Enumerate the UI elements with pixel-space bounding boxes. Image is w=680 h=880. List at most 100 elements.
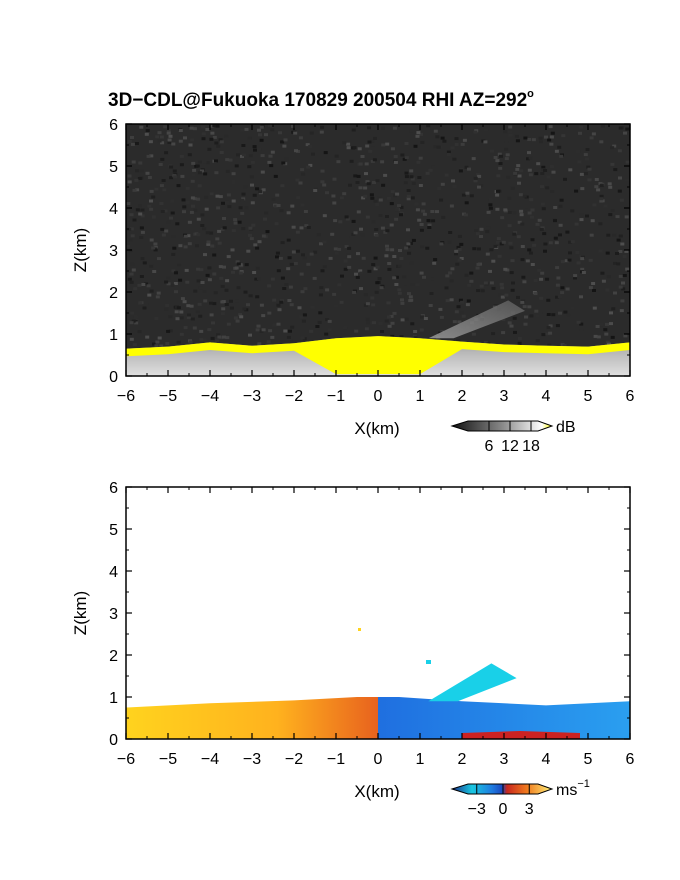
noise-pixel	[545, 332, 550, 336]
noise-pixel	[397, 288, 402, 292]
noise-pixel	[423, 317, 428, 320]
noise-pixel	[352, 290, 357, 294]
noise-pixel	[457, 258, 462, 262]
noise-pixel	[238, 206, 243, 210]
noise-pixel	[438, 307, 443, 311]
noise-pixel	[527, 168, 532, 172]
noise-pixel	[200, 224, 205, 227]
noise-pixel	[466, 299, 471, 303]
noise-pixel	[328, 256, 333, 260]
noise-pixel	[214, 141, 219, 145]
noise-pixel	[496, 189, 500, 193]
noise-pixel	[385, 229, 390, 233]
x-axis-label-velocity: X(km)	[354, 782, 399, 801]
noise-pixel	[145, 335, 150, 339]
noise-pixel	[306, 165, 311, 169]
noise-pixel	[431, 219, 436, 223]
noise-pixel	[225, 336, 230, 340]
noise-pixel	[577, 160, 582, 164]
noise-pixel	[530, 208, 535, 212]
noise-pixel	[278, 131, 282, 135]
y-tick-label: 4	[109, 201, 118, 218]
noise-pixel	[166, 129, 171, 133]
noise-pixel	[500, 216, 505, 220]
noise-pixel	[499, 282, 504, 286]
noise-pixel	[498, 162, 503, 165]
noise-pixel	[206, 240, 211, 244]
noise-pixel	[169, 176, 174, 180]
noise-pixel	[540, 202, 545, 206]
noise-pixel	[591, 132, 596, 136]
noise-pixel	[216, 206, 221, 210]
noise-pixel	[265, 230, 270, 234]
noise-pixel	[299, 315, 304, 319]
noise-pixel	[409, 298, 414, 302]
noise-pixel	[322, 214, 327, 218]
noise-pixel	[280, 140, 285, 144]
noise-pixel	[587, 167, 592, 171]
colorbar-tick-label: 18	[522, 438, 540, 455]
noise-pixel	[343, 259, 348, 263]
noise-pixel	[473, 130, 478, 134]
noise-pixel	[458, 169, 463, 173]
noise-pixel	[300, 168, 305, 172]
noise-pixel	[541, 207, 546, 211]
noise-pixel	[301, 253, 305, 257]
noise-pixel	[204, 207, 209, 211]
noise-pixel	[372, 158, 377, 162]
noise-pixel	[540, 271, 545, 275]
noise-pixel	[439, 242, 444, 246]
noise-pixel	[134, 321, 139, 325]
noise-pixel	[385, 248, 390, 252]
noise-pixel	[475, 266, 480, 270]
noise-pixel	[200, 125, 205, 129]
noise-pixel	[179, 316, 184, 320]
noise-pixel	[334, 251, 339, 255]
noise-pixel	[558, 204, 563, 208]
noise-pixel	[516, 295, 520, 299]
noise-pixel	[199, 329, 204, 333]
noise-pixel	[127, 180, 132, 184]
noise-pixel	[195, 244, 199, 248]
noise-pixel	[568, 240, 573, 244]
noise-pixel	[325, 191, 329, 195]
noise-pixel	[436, 145, 441, 149]
noise-pixel	[160, 210, 165, 213]
noise-pixel	[303, 210, 308, 213]
plume-velocity	[428, 663, 517, 702]
noise-pixel	[385, 244, 389, 248]
noise-pixel	[346, 146, 351, 150]
noise-pixel	[160, 157, 165, 161]
noise-pixel	[358, 269, 363, 273]
noise-pixel	[131, 268, 136, 272]
speck-cyan	[426, 660, 431, 664]
noise-pixel	[461, 193, 466, 197]
noise-pixel	[495, 159, 500, 163]
noise-pixel	[533, 292, 538, 296]
noise-pixel	[588, 258, 593, 262]
noise-pixel	[236, 262, 241, 266]
noise-pixel	[477, 185, 481, 189]
noise-pixel	[142, 261, 147, 265]
noise-pixel	[243, 185, 248, 189]
noise-pixel	[497, 254, 502, 258]
noise-pixel	[513, 330, 517, 334]
noise-pixel	[149, 207, 154, 211]
noise-pixel	[167, 138, 172, 142]
noise-pixel	[393, 160, 398, 164]
noise-pixel	[242, 307, 247, 311]
noise-pixel	[472, 247, 477, 251]
noise-pixel	[139, 125, 144, 129]
noise-pixel	[599, 323, 603, 327]
noise-pixel	[205, 231, 210, 235]
noise-pixel	[226, 322, 231, 326]
noise-pixel	[220, 300, 225, 304]
noise-pixel	[400, 296, 405, 299]
noise-pixel	[410, 177, 415, 181]
noise-pixel	[445, 274, 450, 278]
noise-pixel	[515, 139, 520, 143]
noise-pixel	[366, 182, 371, 186]
noise-pixel	[410, 283, 415, 286]
x-tick-label: 3	[500, 751, 509, 768]
noise-pixel	[370, 296, 375, 300]
